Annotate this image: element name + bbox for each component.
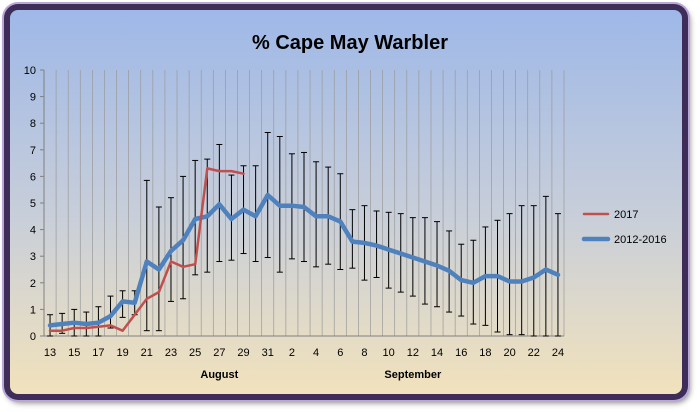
x-tick-label: 24	[552, 347, 564, 359]
y-tick-label: 5	[30, 198, 36, 210]
y-tick-label: 7	[30, 145, 36, 157]
x-tick-label: 4	[313, 347, 319, 359]
month-label: September	[384, 369, 442, 381]
series-line-2012-2016	[47, 192, 561, 328]
x-tick-label: 16	[455, 347, 467, 359]
x-tick-label: 25	[189, 347, 201, 359]
x-tick-label: 13	[44, 347, 56, 359]
x-tick-label: 27	[213, 347, 225, 359]
y-tick-label: 6	[30, 171, 36, 183]
x-tick-label: 6	[337, 347, 343, 359]
legend-label: 2012-2016	[614, 234, 667, 246]
x-tick-label: 23	[165, 347, 177, 359]
legend-label: 2017	[614, 209, 638, 221]
y-tick-label: 3	[30, 251, 36, 263]
y-tick-label: 0	[30, 331, 36, 343]
series-line-2017	[48, 167, 245, 332]
y-tick-label: 8	[30, 118, 36, 130]
x-tick-label: 21	[141, 347, 153, 359]
x-tick-label: 10	[383, 347, 395, 359]
x-tick-label: 2	[289, 347, 295, 359]
x-tick-label: 19	[116, 347, 128, 359]
x-tick-label: 18	[479, 347, 491, 359]
chart-title: % Cape May Warbler	[252, 32, 448, 54]
y-tick-label: 2	[30, 278, 36, 290]
x-tick-label: 22	[528, 347, 540, 359]
y-tick-label: 9	[30, 92, 36, 104]
x-tick-label: 14	[431, 347, 443, 359]
y-tick-label: 10	[24, 65, 36, 77]
x-tick-label: 15	[68, 347, 80, 359]
x-tick-label: 12	[407, 347, 419, 359]
x-tick-label: 31	[262, 347, 274, 359]
y-tick-label: 4	[30, 225, 36, 237]
x-tick-label: 17	[92, 347, 104, 359]
month-label: August	[200, 369, 238, 381]
x-tick-label: 29	[237, 347, 249, 359]
x-tick-label: 20	[503, 347, 515, 359]
x-tick-label: 8	[361, 347, 367, 359]
y-tick-label: 1	[30, 304, 36, 316]
